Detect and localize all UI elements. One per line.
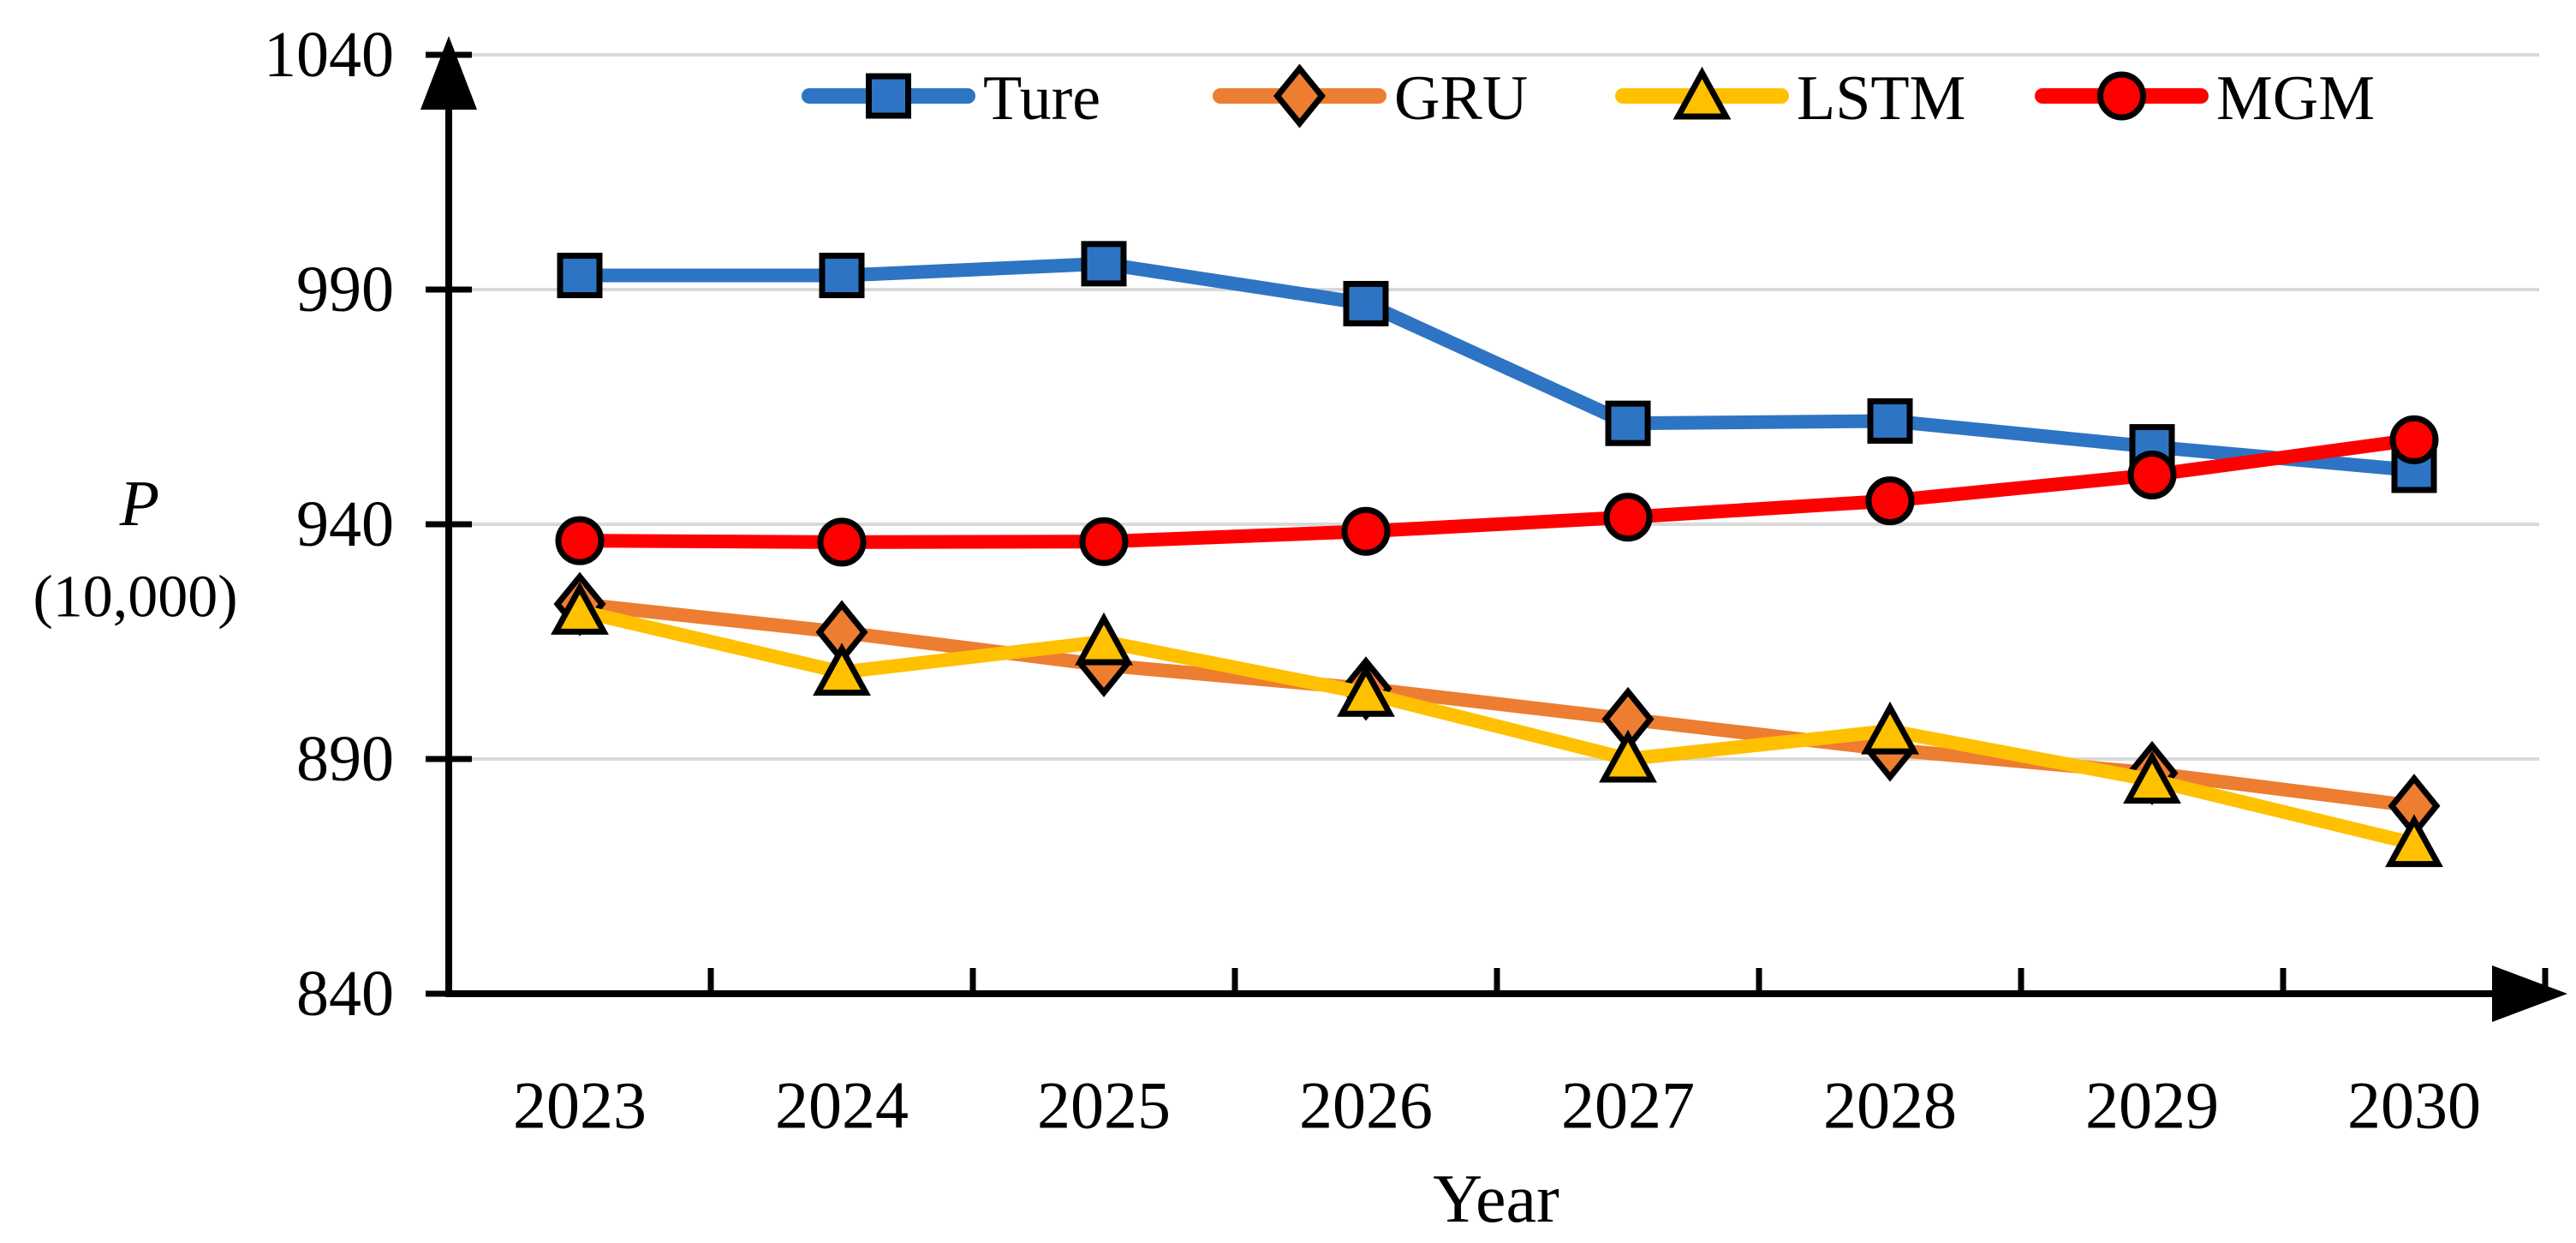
legend-label-lstm: LSTM xyxy=(1797,63,1965,134)
data-point-mgm-2024 xyxy=(817,517,867,567)
x-tick-label-2025: 2025 xyxy=(1037,1068,1171,1143)
x-tick-label-2030: 2030 xyxy=(2347,1068,2481,1143)
x-tick-label-2029: 2029 xyxy=(2085,1068,2219,1143)
series-line-lstm xyxy=(573,604,2421,851)
legend-marker-diamond-icon xyxy=(1273,63,1327,128)
legend-marker-triangle-icon xyxy=(1673,66,1732,120)
data-point-lstm-2023 xyxy=(551,582,609,635)
y-axis-title-symbol: P xyxy=(119,468,159,540)
legend-marker-square-icon xyxy=(866,73,911,119)
x-tick-label-2023: 2023 xyxy=(513,1068,647,1143)
x-axis-tick-labels: 2023 2024 2025 2026 2027 2028 2029 2030 xyxy=(513,1068,2481,1143)
data-point-mgm-2025 xyxy=(1079,517,1129,566)
y-tick-label-890: 890 xyxy=(296,723,394,795)
legend-item-ture: Ture xyxy=(802,63,1100,134)
x-axis-title: Year xyxy=(1433,1162,1559,1237)
data-point-mgm-2030 xyxy=(2389,415,2439,464)
series-line-mgm xyxy=(573,433,2421,549)
x-tick-label-2026: 2026 xyxy=(1299,1068,1433,1143)
data-point-mgm-2023 xyxy=(555,516,605,565)
x-tick-label-2027: 2027 xyxy=(1561,1068,1695,1143)
axes xyxy=(420,36,2567,1022)
series-lstm xyxy=(551,582,2443,868)
series-line-ture xyxy=(573,256,2421,477)
y-axis-title-unit: (10,000) xyxy=(33,565,237,630)
x-axis-arrowhead xyxy=(2492,965,2567,1022)
data-point-mgm-2029 xyxy=(2127,450,2177,499)
legend-item-gru: GRU xyxy=(1213,63,1528,134)
legend-label-mgm: MGM xyxy=(2216,63,2375,134)
y-tick-label-840: 840 xyxy=(296,958,394,1030)
y-axis-tick-labels: 1040 990 940 890 840 xyxy=(264,19,394,1030)
y-tick-label-940: 940 xyxy=(296,488,394,560)
data-point-mgm-2027 xyxy=(1603,493,1653,542)
legend-marker-circle-icon xyxy=(2097,71,2146,121)
x-tick-label-2028: 2028 xyxy=(1823,1068,1957,1143)
data-point-lstm-2027 xyxy=(1599,729,1657,783)
y-tick-label-990: 990 xyxy=(296,254,394,326)
data-point-ture-2028 xyxy=(1867,397,1913,444)
data-point-ture-2024 xyxy=(819,253,865,299)
data-point-lstm-2028 xyxy=(1861,701,1919,755)
legend-label-ture: Ture xyxy=(983,63,1100,134)
data-point-ture-2027 xyxy=(1605,400,1651,446)
data-point-ture-2025 xyxy=(1081,241,1127,287)
data-point-ture-2026 xyxy=(1343,280,1389,326)
legend-item-lstm: LSTM xyxy=(1615,63,1965,134)
legend-label-gru: GRU xyxy=(1394,63,1528,134)
data-point-lstm-2025 xyxy=(1075,612,1133,666)
data-series xyxy=(551,241,2443,868)
data-point-lstm-2024 xyxy=(813,642,871,696)
data-point-mgm-2028 xyxy=(1865,476,1915,526)
data-point-lstm-2026 xyxy=(1337,664,1395,717)
data-point-ture-2023 xyxy=(557,253,603,299)
data-point-lstm-2030 xyxy=(2385,814,2443,868)
series-ture xyxy=(557,241,2437,493)
y-axis-arrowhead xyxy=(420,36,477,110)
data-point-lstm-2029 xyxy=(2123,750,2181,804)
legend-item-mgm: MGM xyxy=(2035,63,2375,134)
series-mgm xyxy=(555,415,2439,567)
legend: Ture GRU LSTM MGM xyxy=(802,63,2375,134)
y-tick-label-1040: 1040 xyxy=(264,19,394,91)
x-tick-label-2024: 2024 xyxy=(775,1068,909,1143)
data-point-mgm-2026 xyxy=(1341,506,1391,556)
